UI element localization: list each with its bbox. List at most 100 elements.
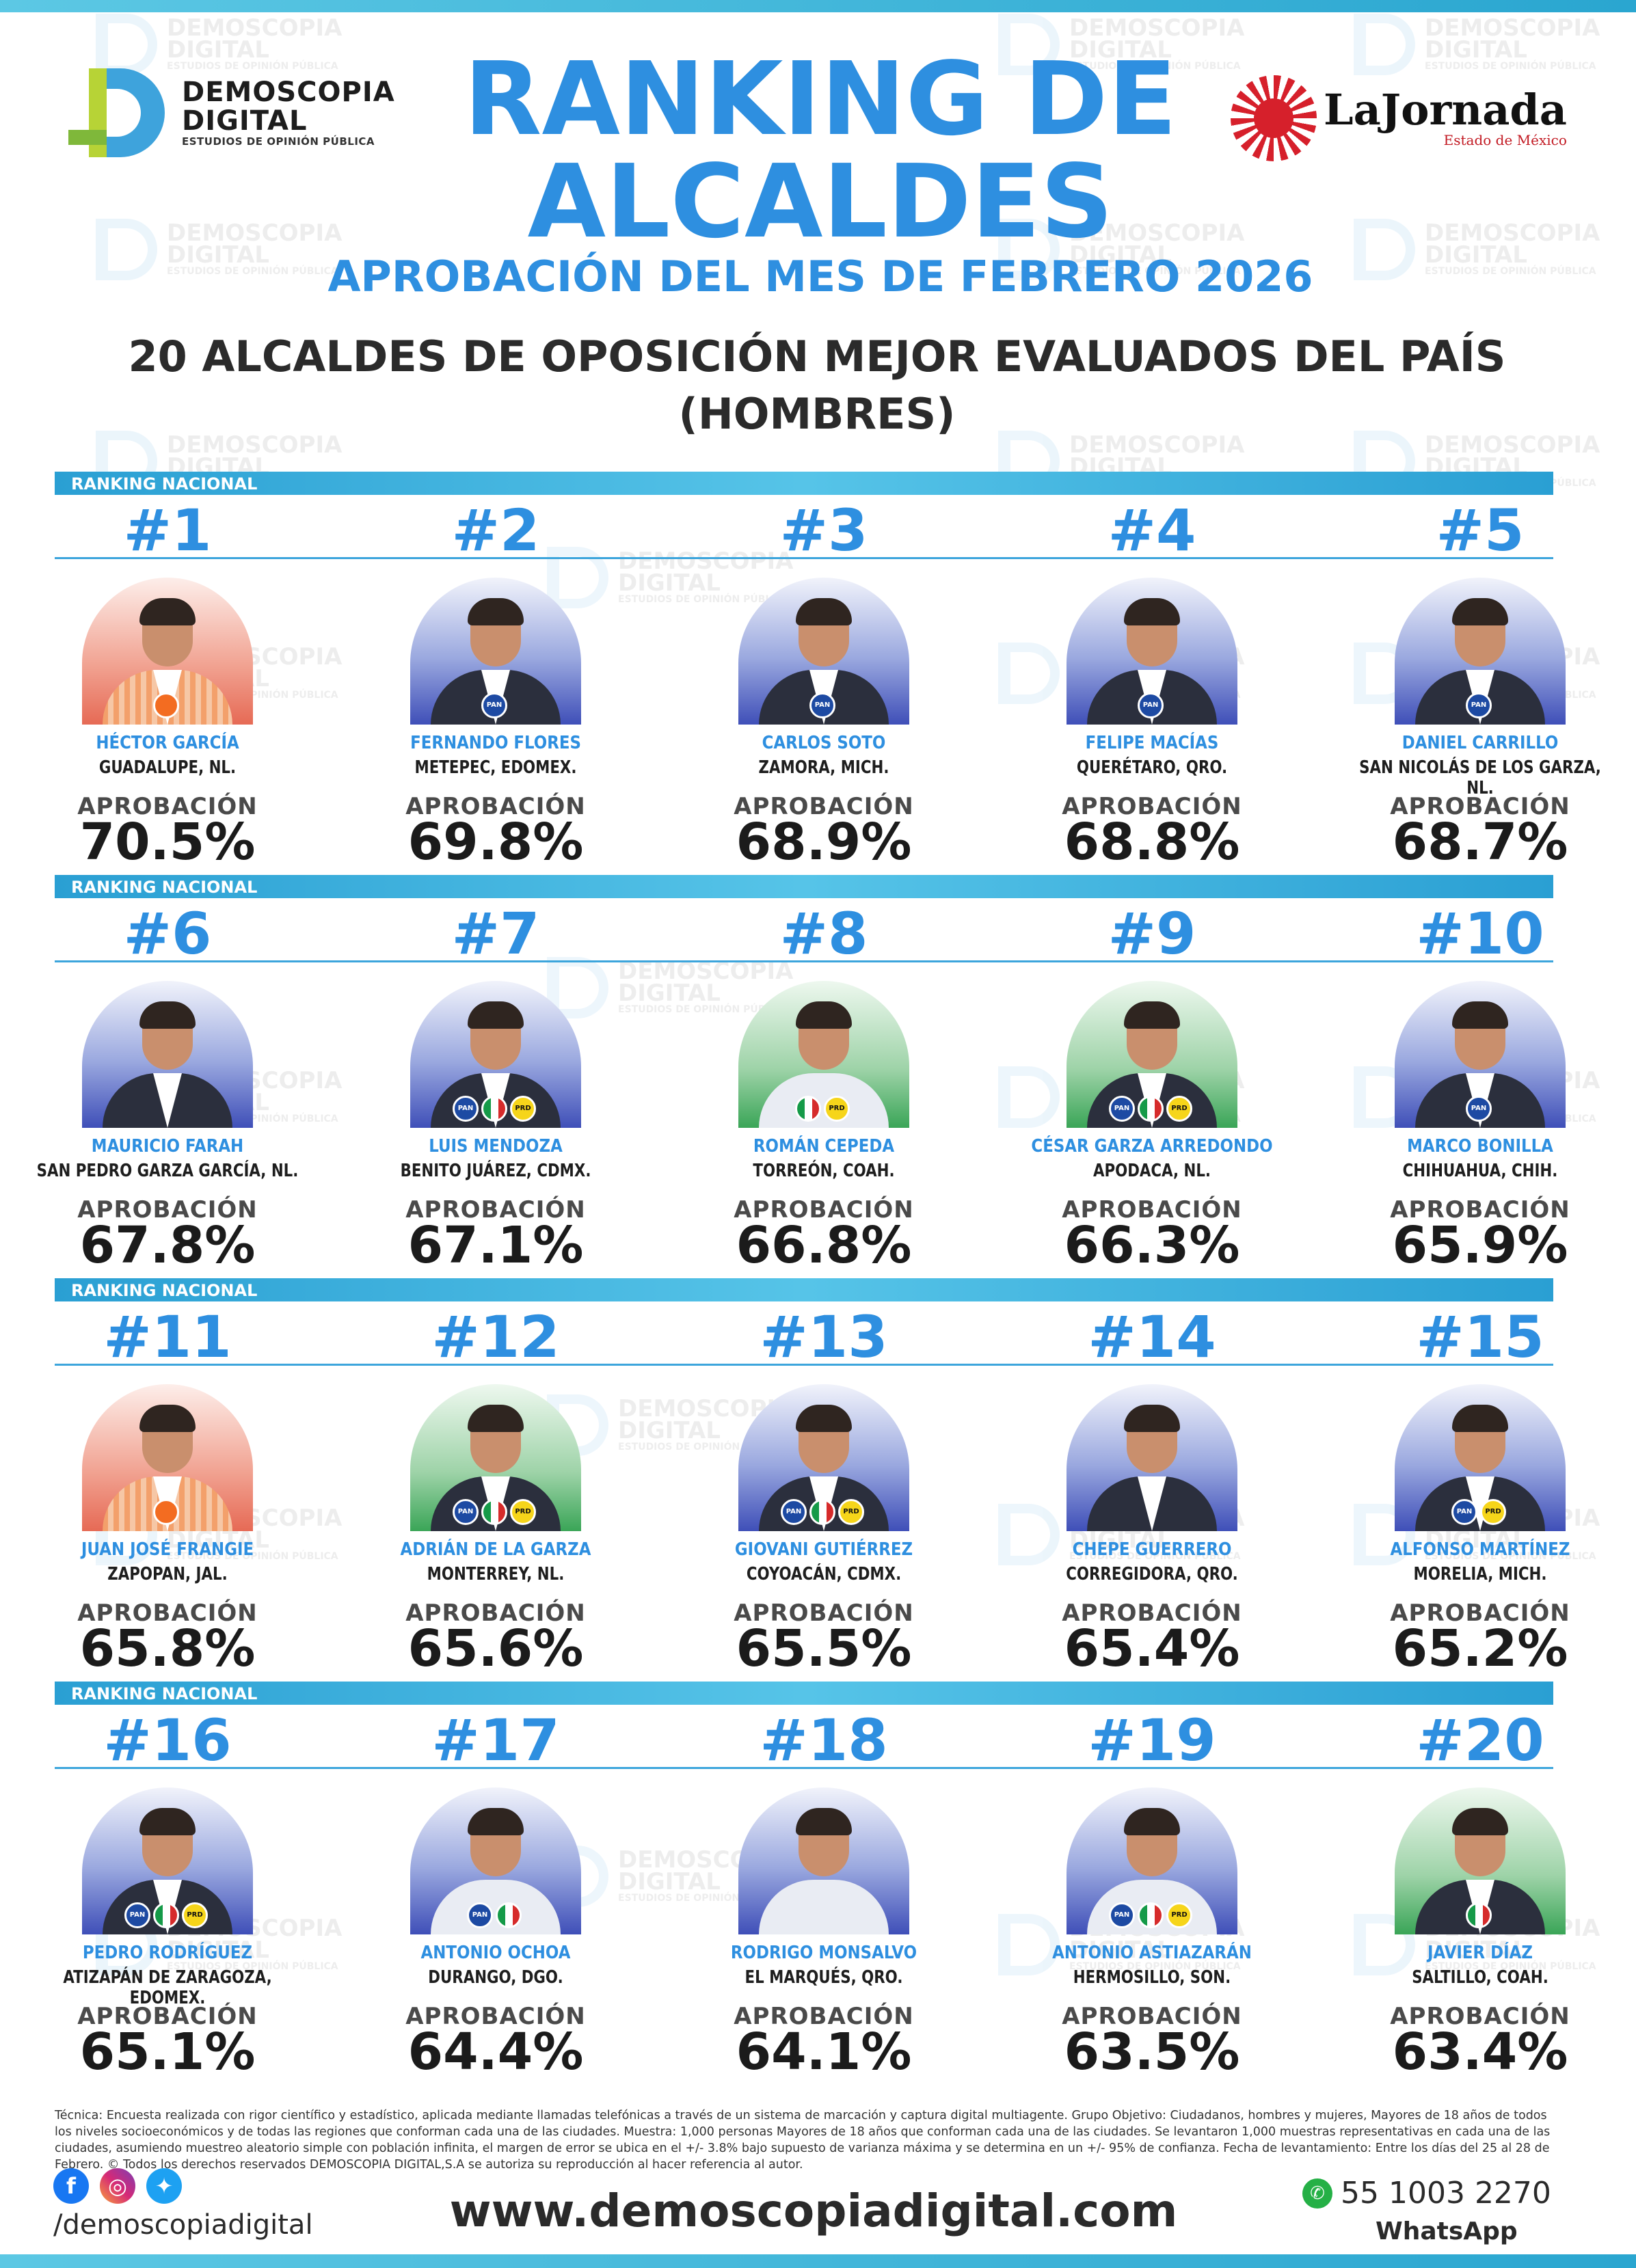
party-prd-icon: PRD bbox=[510, 1499, 536, 1525]
mayor-city: CHIHUAHUA, CHIH. bbox=[1402, 1161, 1558, 1181]
party-prd-icon: PRD bbox=[510, 1096, 536, 1122]
mayor-photo: PAN PRD bbox=[1067, 981, 1237, 1128]
ranking-nacional-bar: RANKING NACIONAL bbox=[55, 1278, 1553, 1301]
ranking-section: RANKING NACIONAL #6 MAURICIO FARAH SAN PEDR… bbox=[0, 875, 1636, 1282]
approval-label: APROBACIÓN bbox=[77, 1599, 258, 1627]
partner-name: LaJornada bbox=[1324, 85, 1567, 135]
mayor-city: QUERÉTARO, QRO. bbox=[1076, 757, 1228, 778]
ranking-nacional-label: RANKING NACIONAL bbox=[71, 1281, 258, 1300]
approval-label: APROBACIÓN bbox=[405, 1599, 586, 1627]
mayor-city: TORREÓN, COAH. bbox=[753, 1161, 895, 1181]
facebook-icon[interactable]: f bbox=[53, 2168, 89, 2204]
mayor-name: ANTONIO ASTIAZARÁN bbox=[1052, 1943, 1252, 1963]
approval-value: 64.4% bbox=[407, 2023, 584, 2081]
ranking-nacional-bar: RANKING NACIONAL bbox=[55, 875, 1553, 898]
approval-value: 63.4% bbox=[1392, 2023, 1568, 2081]
approval-label: APROBACIÓN bbox=[1062, 1196, 1242, 1224]
ranking-section: RANKING NACIONAL #11 JUAN JOSÉ FRANGIE ZAPO… bbox=[0, 1278, 1636, 1685]
approval-value: 70.5% bbox=[79, 813, 256, 872]
party-mc-icon bbox=[153, 1499, 179, 1525]
mayor-card: #12 PAN PRD ADRIÁN DE LA GARZA MONTERREY, NL… bbox=[345, 1278, 646, 1685]
rank-number: #5 bbox=[1436, 497, 1525, 564]
approval-label: APROBACIÓN bbox=[405, 2003, 586, 2030]
party-pan-icon: PAN bbox=[1109, 1096, 1135, 1122]
approval-value: 65.5% bbox=[736, 1619, 912, 1678]
party-prd-icon: PRD bbox=[1166, 1902, 1192, 1928]
mayor-city: MONTERREY, NL. bbox=[427, 1564, 565, 1584]
mayor-name: ROMÁN CEPEDA bbox=[753, 1136, 895, 1157]
approval-label: APROBACIÓN bbox=[734, 793, 914, 820]
ranking-nacional-bar: RANKING NACIONAL bbox=[55, 1682, 1553, 1705]
mayor-photo: PAN bbox=[410, 578, 581, 725]
approval-label: APROBACIÓN bbox=[1062, 2003, 1242, 2030]
whatsapp-label: WhatsApp bbox=[1376, 2217, 1518, 2245]
party-pri-icon bbox=[1138, 1096, 1164, 1122]
party-pan-icon: PAN bbox=[781, 1499, 807, 1525]
mayor-name: RODRIGO MONSALVO bbox=[730, 1943, 917, 1963]
approval-label: APROBACIÓN bbox=[1390, 1599, 1570, 1627]
mayor-name: DANIEL CARRILLO bbox=[1402, 733, 1559, 753]
social-handle[interactable]: /demoscopiadigital bbox=[53, 2209, 313, 2241]
mayor-name: CHEPE GUERRERO bbox=[1072, 1539, 1232, 1560]
ranking-nacional-label: RANKING NACIONAL bbox=[71, 878, 258, 897]
party-prd-icon: PRD bbox=[182, 1902, 208, 1928]
rank-number: #10 bbox=[1416, 900, 1544, 967]
approval-value: 66.8% bbox=[736, 1216, 912, 1275]
mayor-card: #13 PAN PRD GIOVANI GUTIÉRREZ COYOACÁN, CDMX… bbox=[673, 1278, 974, 1685]
rank-number: #11 bbox=[103, 1304, 232, 1371]
party-pan-icon: PAN bbox=[1109, 1902, 1135, 1928]
mayor-city: BENITO JUÁREZ, CDMX. bbox=[400, 1161, 591, 1181]
approval-value: 69.8% bbox=[407, 813, 584, 872]
mayor-city: GUADALUPE, NL. bbox=[98, 757, 237, 778]
approval-value: 65.1% bbox=[79, 2023, 256, 2081]
instagram-icon[interactable]: ◎ bbox=[100, 2168, 135, 2204]
whatsapp-number: 55 1003 2270 bbox=[1341, 2176, 1551, 2211]
party-pan-icon: PAN bbox=[1466, 1096, 1492, 1122]
mayor-name: ANTONIO OCHOA bbox=[420, 1943, 571, 1963]
mayor-photo bbox=[82, 1384, 253, 1531]
rank-number: #17 bbox=[431, 1707, 560, 1774]
mayor-card: #9 PAN PRD CÉSAR GARZA ARREDONDO APODACA, NL… bbox=[1002, 875, 1302, 1282]
ranking-section: RANKING NACIONAL #1 HÉCTOR GARCÍA GUADALUPE… bbox=[0, 472, 1636, 878]
rank-number: #7 bbox=[451, 900, 540, 967]
rank-number: #14 bbox=[1088, 1304, 1216, 1371]
approval-label: APROBACIÓN bbox=[1390, 2003, 1570, 2030]
website-link[interactable]: www.demoscopiadigital.com bbox=[449, 2185, 1178, 2237]
mayor-city: CORREGIDORA, QRO. bbox=[1066, 1564, 1238, 1584]
mayor-photo: PAN bbox=[1395, 981, 1566, 1128]
section-divider bbox=[55, 960, 1553, 962]
mayor-photo bbox=[1067, 1384, 1237, 1531]
rank-number: #18 bbox=[760, 1707, 888, 1774]
rank-number: #9 bbox=[1108, 900, 1196, 967]
mayor-photo: PAN bbox=[1395, 578, 1566, 725]
ranking-nacional-label: RANKING NACIONAL bbox=[71, 474, 258, 494]
approval-label: APROBACIÓN bbox=[77, 793, 258, 820]
mayor-card: #11 JUAN JOSÉ FRANGIE ZAPOPAN, JAL. APROBAC… bbox=[17, 1278, 318, 1685]
twitter-icon[interactable]: ✦ bbox=[146, 2168, 182, 2204]
party-pan-icon: PAN bbox=[481, 692, 507, 718]
approval-value: 68.9% bbox=[736, 813, 912, 872]
rank-number: #12 bbox=[431, 1304, 560, 1371]
party-pri-icon bbox=[795, 1096, 821, 1122]
rank-number: #1 bbox=[123, 497, 212, 564]
party-pan-icon: PAN bbox=[809, 692, 835, 718]
mayor-name: MAURICIO FARAH bbox=[91, 1136, 244, 1157]
mayor-card: #7 PAN PRD LUIS MENDOZA BENITO JUÁREZ, CDMX.… bbox=[345, 875, 646, 1282]
approval-value: 66.3% bbox=[1064, 1216, 1240, 1275]
demoscopia-logo: DEMOSCOPIA DIGITAL ESTUDIOS DE OPINIÓN P… bbox=[68, 65, 395, 161]
mayor-card: #5 PAN DANIEL CARRILLO SAN NICOLÁS DE LOS G… bbox=[1330, 472, 1631, 878]
approval-value: 65.6% bbox=[407, 1619, 584, 1678]
party-pri-icon bbox=[481, 1499, 507, 1525]
party-pri-icon bbox=[496, 1902, 522, 1928]
whatsapp-contact[interactable]: ✆ 55 1003 2270 bbox=[1302, 2176, 1551, 2211]
mayor-photo: PAN PRD bbox=[1395, 1384, 1566, 1531]
mayor-card: #3 PAN CARLOS SOTO ZAMORA, MICH. APROBACIÓN 6… bbox=[673, 472, 974, 878]
mayor-city: SAN NICOLÁS DE LOS GARZA, NL. bbox=[1359, 757, 1601, 798]
mayor-card: #1 HÉCTOR GARCÍA GUADALUPE, NL. APROBACIÓN 7… bbox=[17, 472, 318, 878]
mayor-name: PEDRO RODRÍGUEZ bbox=[82, 1943, 253, 1963]
social-links: f ◎ ✦ bbox=[53, 2168, 182, 2204]
mayor-name: ALFONSO MARTÍNEZ bbox=[1390, 1539, 1570, 1560]
rank-number: #15 bbox=[1416, 1304, 1544, 1371]
mayor-name: GIOVANI GUTIÉRREZ bbox=[734, 1539, 913, 1560]
brand-tagline: ESTUDIOS DE OPINIÓN PÚBLICA bbox=[182, 135, 375, 148]
